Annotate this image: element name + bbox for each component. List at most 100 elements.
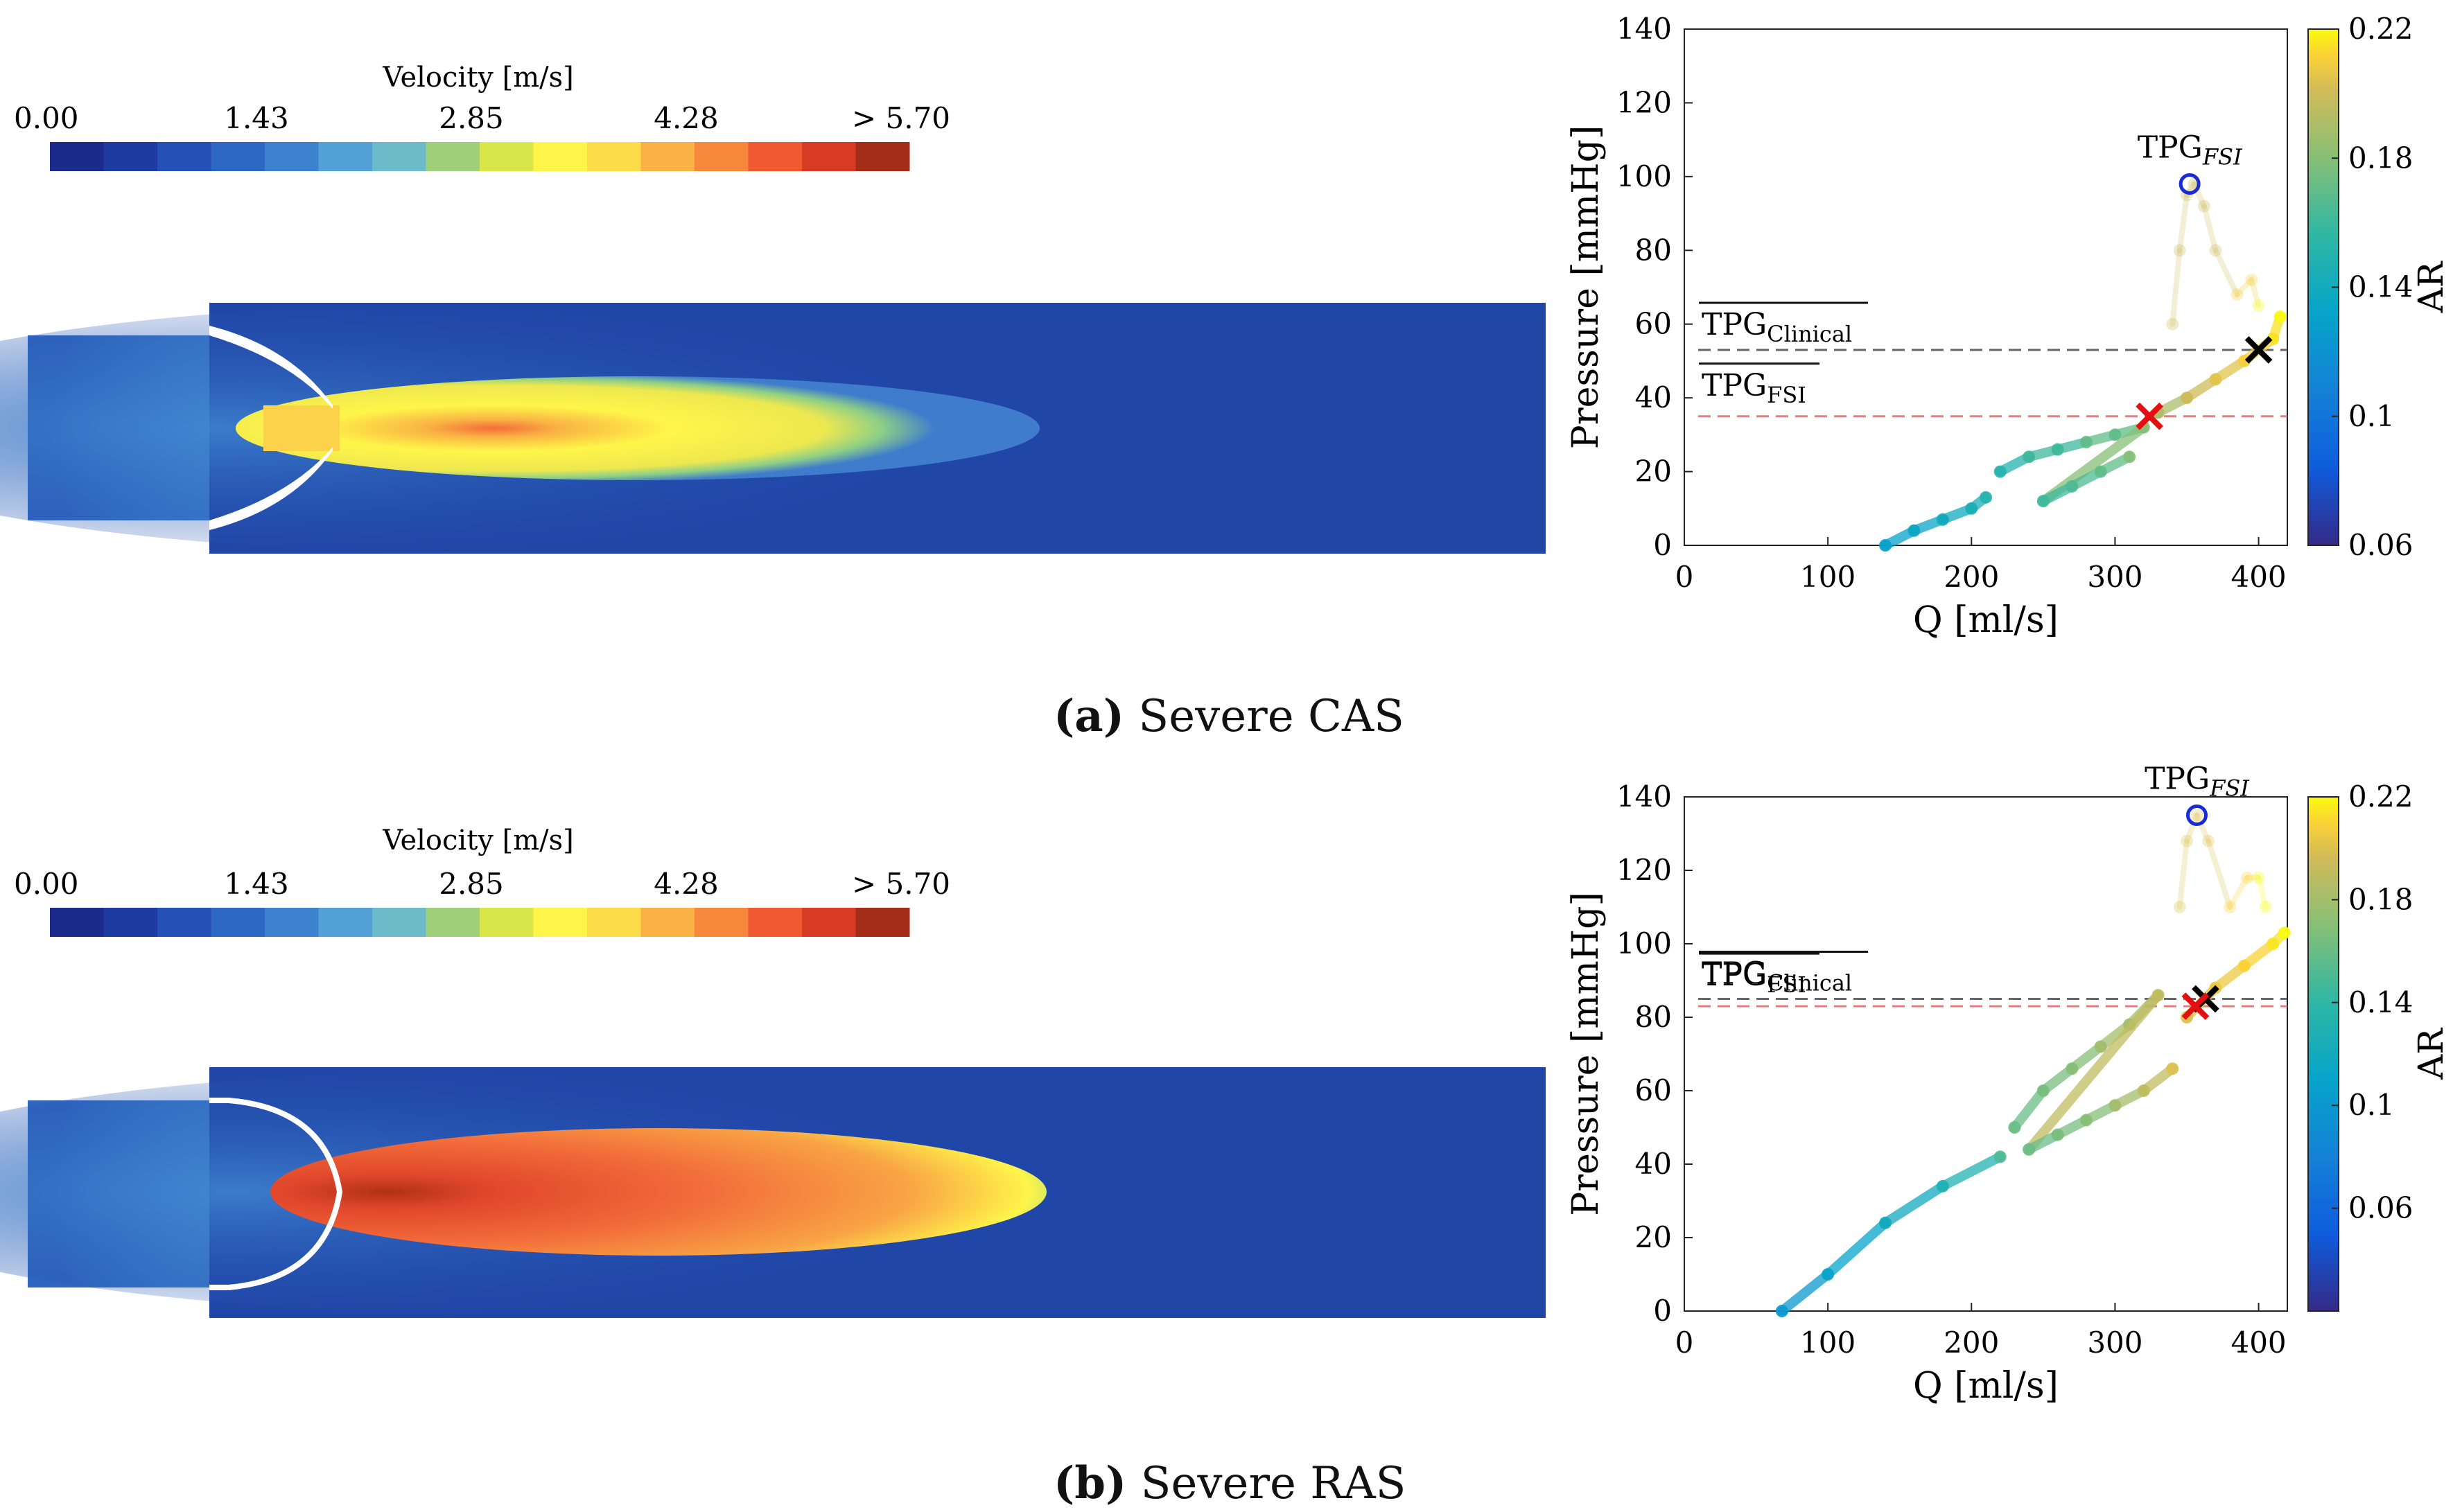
series-segment bbox=[2169, 247, 2183, 327]
y-tick-label: 120 bbox=[1616, 853, 1672, 887]
colorbar-swatch bbox=[318, 142, 373, 171]
series-segment bbox=[2255, 874, 2269, 910]
colorbar-swatch bbox=[587, 142, 641, 171]
velocity-field-a: Velocity [m/s] 0.00 1.43 2.85 4.28 > 5.7… bbox=[0, 62, 1546, 568]
colorbar-swatch bbox=[855, 908, 910, 937]
series-segment bbox=[1823, 1217, 1890, 1279]
colorbar-swatch bbox=[50, 142, 104, 171]
colorbar-swatch bbox=[265, 908, 319, 937]
series-segment bbox=[1776, 1269, 1833, 1316]
reference-line-label: TPGFSI bbox=[1702, 958, 1806, 998]
x-tick-label: 100 bbox=[1800, 1326, 1856, 1360]
ar-colorbar-label: AR bbox=[2411, 1028, 2451, 1080]
data-point bbox=[1980, 491, 1992, 504]
caption-b: (b) Severe RAS bbox=[1054, 1457, 1406, 1509]
series-segment bbox=[2176, 838, 2190, 910]
wall-mask bbox=[209, 554, 1546, 568]
colorbar-swatch bbox=[533, 908, 588, 937]
data-point bbox=[2273, 310, 2287, 324]
ar-colorbar-tick-label: 0.14 bbox=[2348, 985, 2413, 1019]
ar-colorbar-tick-label: 0.06 bbox=[2348, 1191, 2413, 1225]
series-segment bbox=[2234, 276, 2255, 298]
colorbar-swatch bbox=[157, 142, 211, 171]
series-segment bbox=[2194, 812, 2212, 844]
colorbar-swatch bbox=[587, 908, 641, 937]
data-point bbox=[2173, 244, 2186, 257]
jet-neck bbox=[263, 405, 340, 451]
series-segment bbox=[1937, 1152, 2005, 1191]
ar-colorbar-tick-label: 0.14 bbox=[2348, 270, 2413, 304]
data-point bbox=[2245, 273, 2258, 286]
caption-label: (b) bbox=[1054, 1457, 1127, 1509]
colorbar-tick: 4.28 bbox=[654, 101, 719, 135]
colorbar-ticks-b: 0.00 1.43 2.85 4.28 > 5.70 bbox=[14, 867, 950, 901]
colorbar-swatch bbox=[211, 908, 265, 937]
colorbar-tick: > 5.70 bbox=[852, 867, 950, 901]
ar-colorbar bbox=[2307, 796, 2339, 1312]
colorbar-swatch bbox=[748, 142, 803, 171]
x-tick-label: 200 bbox=[1944, 560, 1999, 594]
series-segment bbox=[2227, 874, 2250, 910]
y-tick-label: 20 bbox=[1635, 455, 1672, 489]
caption-text: Severe CAS bbox=[1138, 691, 1404, 742]
y-tick-label: 80 bbox=[1635, 1000, 1672, 1034]
reference-line-label: TPGClinical bbox=[1702, 307, 1852, 347]
wall-mask bbox=[209, 1056, 1546, 1067]
peak-marker bbox=[2186, 805, 2208, 826]
jet bbox=[270, 1128, 1047, 1256]
data-point bbox=[1993, 1150, 2007, 1163]
colorbar-swatch bbox=[265, 142, 319, 171]
data-point bbox=[2230, 288, 2244, 301]
y-axis-label: Pressure [mmHg] bbox=[1565, 125, 1607, 449]
y-axis-label: Pressure [mmHg] bbox=[1565, 892, 1607, 1215]
colorbar-swatch bbox=[157, 908, 211, 937]
x-tick-label: 300 bbox=[2087, 560, 2142, 594]
data-point bbox=[2278, 926, 2291, 940]
data-point bbox=[2252, 299, 2265, 313]
data-point bbox=[2252, 871, 2265, 884]
colorbar-swatch bbox=[318, 908, 373, 937]
colorbar-tick: 2.85 bbox=[439, 867, 504, 901]
y-tick-label: 100 bbox=[1616, 159, 1672, 193]
colorbar-swatch bbox=[480, 908, 534, 937]
caption-a: (a) Severe CAS bbox=[1054, 690, 1404, 742]
ar-colorbar-tick-label: 0.18 bbox=[2348, 141, 2413, 175]
colorbar-tick: 1.43 bbox=[224, 867, 289, 901]
colorbar-swatch bbox=[103, 908, 158, 937]
colorbar-swatch bbox=[50, 908, 104, 937]
data-point bbox=[2202, 834, 2215, 847]
colorbar-tick: 4.28 bbox=[654, 867, 719, 901]
data-point bbox=[2181, 834, 2193, 847]
velocity-colorbar-b bbox=[50, 908, 910, 937]
x-tick-label: 300 bbox=[2087, 1326, 2142, 1360]
leaflet-lower bbox=[209, 447, 333, 530]
colorbar-swatch bbox=[372, 908, 426, 937]
ar-colorbar-tick-label: 0.1 bbox=[2348, 1088, 2395, 1122]
x-marker bbox=[2181, 992, 2210, 1020]
colorbar-tick: 0.00 bbox=[14, 101, 79, 135]
x-tick-label: 0 bbox=[1675, 560, 1694, 594]
series-segment bbox=[2249, 276, 2262, 309]
reference-line-label: TPGClinical bbox=[1702, 956, 1852, 996]
colorbar-swatch bbox=[211, 142, 265, 171]
data-point bbox=[2224, 901, 2237, 913]
data-point bbox=[2259, 901, 2272, 913]
ar-colorbar-tick-label: 0.1 bbox=[2348, 399, 2395, 433]
series-segment bbox=[2009, 1086, 2048, 1132]
colorbar-swatch bbox=[372, 142, 426, 171]
colorbar-tick: 0.00 bbox=[14, 867, 79, 901]
data-point bbox=[2197, 200, 2210, 213]
colorbar-swatch bbox=[855, 142, 910, 171]
colorbar-swatch bbox=[695, 142, 749, 171]
x-tick-label: 400 bbox=[2230, 1326, 2286, 1360]
scatter-chart-b: 0 100 200 300 400 0 20 40 60 80 100 120 140 Q [ml/s] P… bbox=[1565, 762, 2451, 1407]
wall-mask bbox=[209, 291, 1546, 303]
colorbar-swatch bbox=[640, 142, 695, 171]
x-tick-label: 400 bbox=[2230, 560, 2286, 594]
y-tick-label: 140 bbox=[1616, 780, 1672, 814]
colorbar-swatch bbox=[533, 142, 588, 171]
series-segment bbox=[2212, 247, 2240, 298]
colorbar-swatch bbox=[802, 142, 856, 171]
y-tick-label: 0 bbox=[1653, 528, 1672, 562]
